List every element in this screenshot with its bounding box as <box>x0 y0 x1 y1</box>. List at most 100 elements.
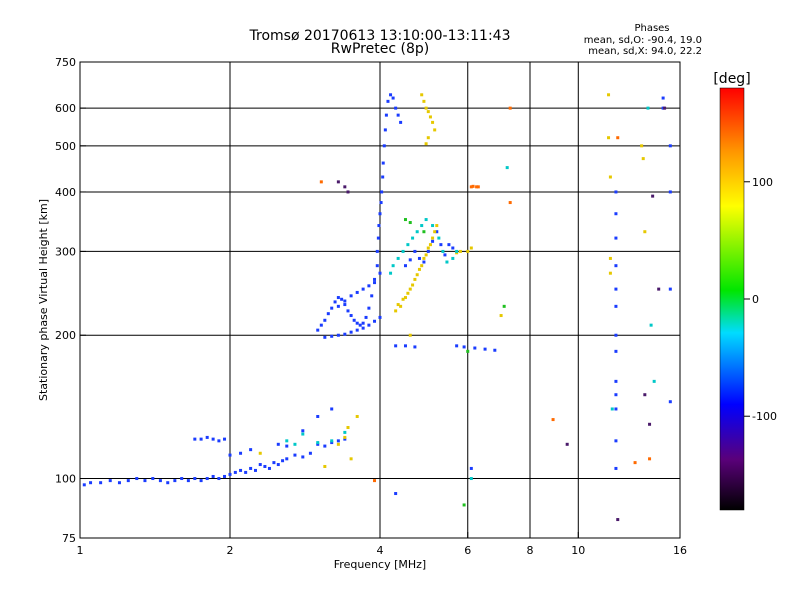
data-point <box>401 297 405 301</box>
data-point <box>330 407 334 411</box>
data-point <box>399 304 403 308</box>
data-point <box>426 136 430 140</box>
x-tick-label: 1 <box>77 544 84 557</box>
data-point <box>505 166 509 170</box>
data-point <box>391 264 395 268</box>
data-point <box>117 481 121 485</box>
data-point <box>441 249 445 253</box>
data-point <box>614 333 618 337</box>
data-point <box>403 344 407 348</box>
data-point <box>301 432 305 436</box>
data-point <box>413 345 417 349</box>
colorbar-tick-label: -100 <box>752 410 777 423</box>
data-point <box>469 466 473 470</box>
data-point <box>336 442 340 446</box>
data-point <box>396 113 400 117</box>
data-point <box>433 128 437 132</box>
data-point <box>415 230 419 234</box>
data-point <box>205 435 209 439</box>
data-point <box>166 481 170 485</box>
data-point <box>349 314 353 318</box>
data-point <box>323 444 327 448</box>
data-point <box>406 243 410 247</box>
data-point <box>431 120 435 124</box>
data-point <box>469 185 473 189</box>
data-point <box>151 477 155 481</box>
data-point <box>408 287 412 291</box>
data-point <box>420 264 424 268</box>
data-point <box>336 180 340 184</box>
data-point <box>493 348 497 352</box>
data-point <box>469 246 473 250</box>
data-point <box>466 249 470 253</box>
data-point <box>346 309 350 313</box>
data-point <box>663 106 667 110</box>
y-tick-label: 750 <box>55 56 76 69</box>
data-point <box>343 435 347 439</box>
y-tick-label: 600 <box>55 102 76 115</box>
data-point <box>417 267 421 271</box>
grid-lines <box>80 62 680 538</box>
data-point <box>346 425 350 429</box>
data-point <box>367 284 371 288</box>
data-point <box>249 448 253 452</box>
chart-title: Tromsø 20170613 13:10:00-13:11:43 <box>249 28 511 44</box>
data-point <box>420 93 424 97</box>
data-point <box>253 468 257 472</box>
data-point <box>469 477 473 481</box>
y-axis-label: Stationary phase Virtual Height [km] <box>37 199 50 401</box>
data-point <box>258 451 262 455</box>
data-point <box>82 483 86 487</box>
data-point <box>614 264 618 268</box>
data-point <box>614 287 618 291</box>
data-point <box>228 453 232 457</box>
data-point <box>399 120 403 124</box>
data-point <box>355 290 359 294</box>
data-point <box>217 439 221 443</box>
data-point <box>330 439 334 443</box>
data-point <box>415 273 419 277</box>
data-point <box>343 185 347 189</box>
data-point <box>343 437 347 441</box>
data-point <box>476 185 480 189</box>
y-tick-label: 400 <box>55 186 76 199</box>
data-point <box>616 136 620 140</box>
data-point <box>451 256 455 260</box>
data-point <box>285 457 289 461</box>
data-point <box>394 309 398 313</box>
data-point <box>648 457 652 461</box>
data-point <box>608 271 612 275</box>
data-point <box>343 303 347 307</box>
data-point <box>614 466 618 470</box>
data-point <box>551 418 555 422</box>
phases-title: Phases <box>634 23 669 34</box>
data-point <box>406 291 410 295</box>
data-point <box>462 503 466 507</box>
data-point <box>239 451 243 455</box>
data-point <box>668 190 672 194</box>
data-point <box>199 437 203 441</box>
data-point <box>301 429 305 433</box>
data-point <box>364 315 368 319</box>
data-point <box>641 157 645 161</box>
data-point <box>193 477 197 481</box>
data-point <box>466 349 470 353</box>
data-point <box>386 99 390 103</box>
data-point <box>361 326 365 330</box>
data-point <box>508 201 512 205</box>
data-point <box>610 407 614 411</box>
data-point <box>223 437 227 441</box>
data-point <box>375 264 379 268</box>
data-point <box>378 315 382 319</box>
data-point <box>614 379 618 383</box>
data-point <box>228 472 232 476</box>
data-point <box>319 180 323 184</box>
data-point <box>614 304 618 308</box>
data-point <box>375 249 379 253</box>
data-point <box>422 230 426 234</box>
data-point <box>186 479 190 483</box>
data-point <box>475 185 479 189</box>
data-point <box>565 442 569 446</box>
data-point <box>657 287 661 291</box>
